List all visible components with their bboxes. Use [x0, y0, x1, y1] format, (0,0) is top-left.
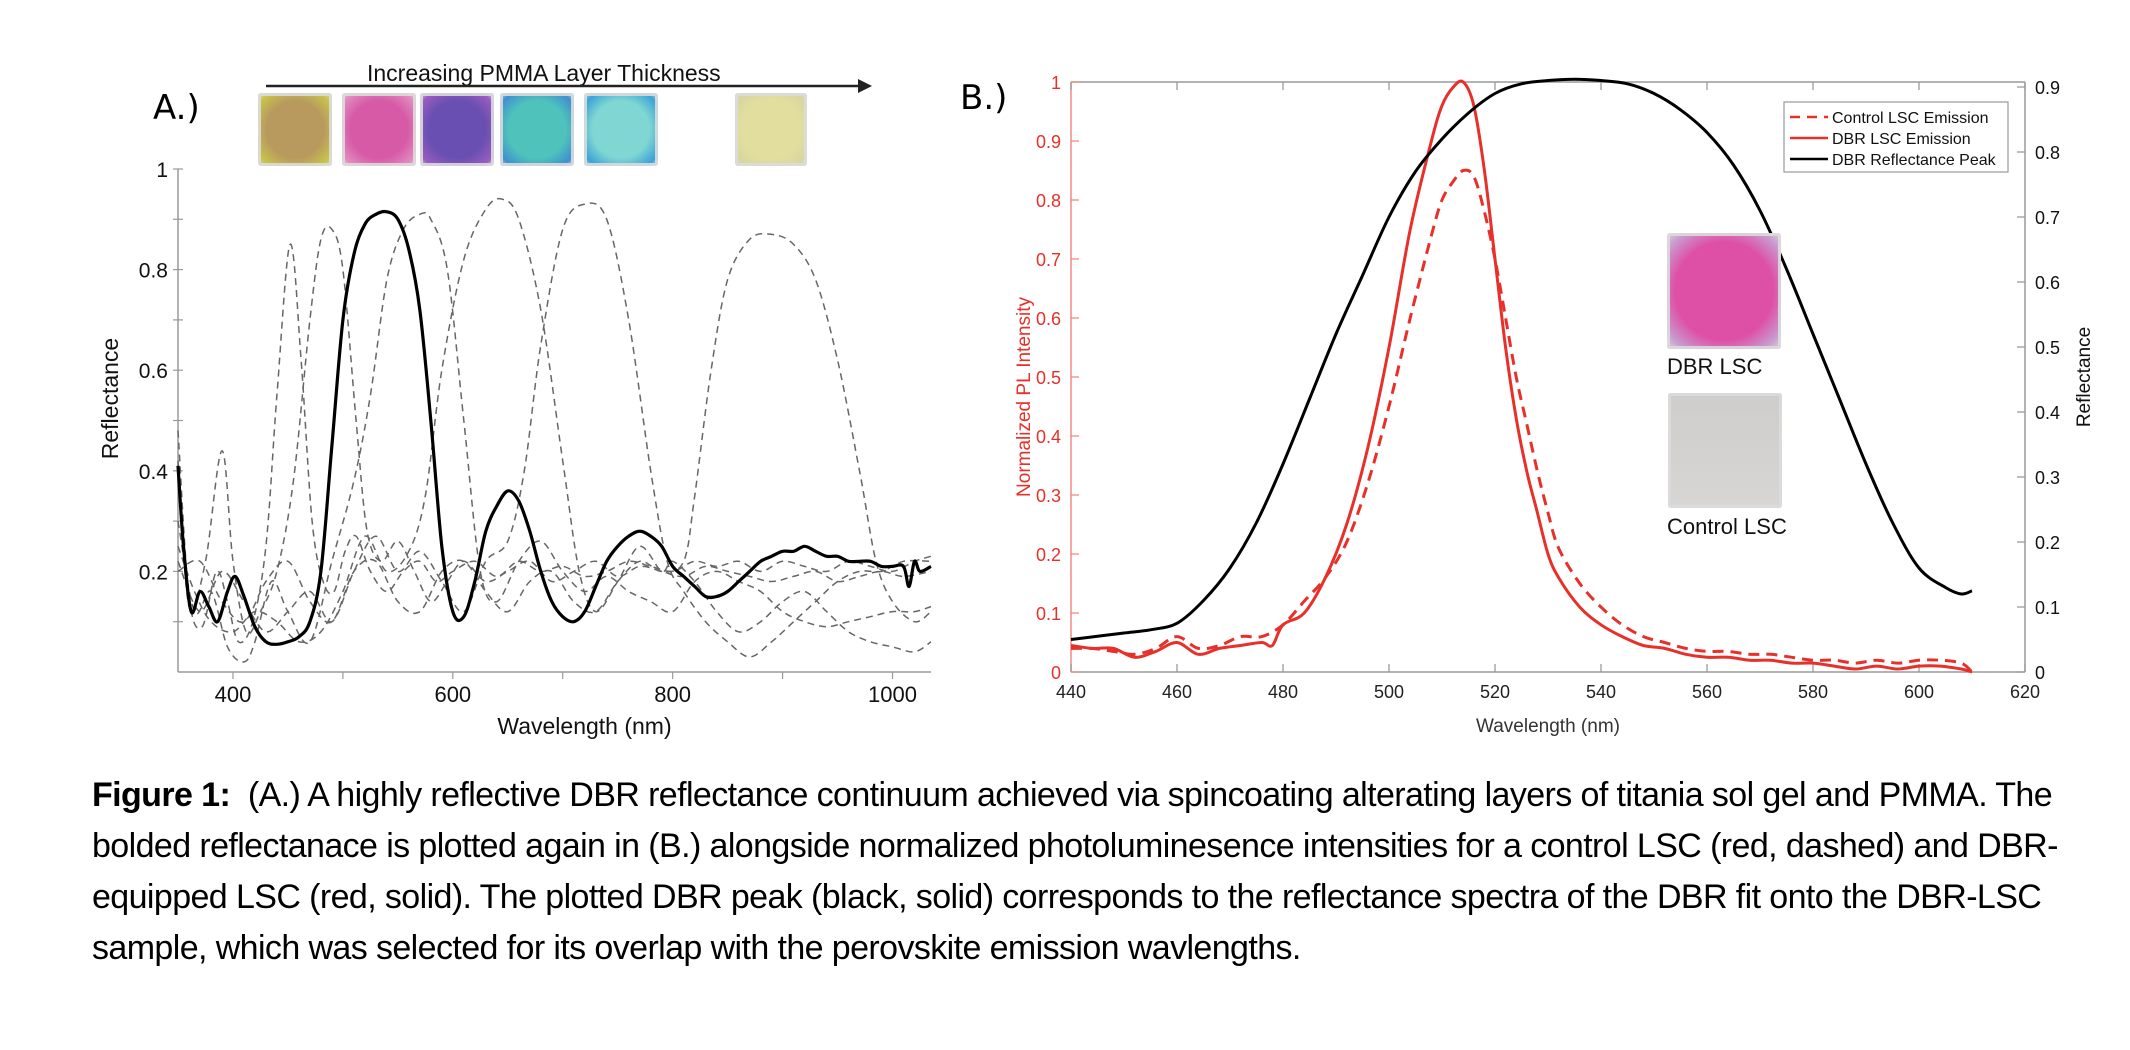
right-y-tick-label: 0 — [2035, 663, 2045, 683]
legend-label: Control LSC Emission — [1832, 110, 1989, 127]
dbr-lsc-label: DBR LSC — [1667, 354, 1763, 379]
series-control-lsc-emission — [1070, 168, 1974, 674]
left-y-axis-label: Normalized PL Intensity — [1014, 297, 1035, 497]
right-y-tick-label: 0.9 — [2035, 78, 2060, 98]
panel-a-label: A.) — [153, 88, 200, 128]
left-y-tick-label: 1 — [1051, 73, 1061, 93]
x-tick-label: 500 — [1374, 682, 1404, 702]
sample-2-photo — [342, 93, 416, 166]
x-tick-label: 1000 — [868, 682, 917, 707]
y-axis-label: Reflectance — [97, 338, 123, 459]
right-y-tick-label: 0.3 — [2035, 468, 2060, 488]
x-tick-label: 560 — [1692, 682, 1722, 702]
series-dbr-lsc-emission — [1070, 79, 1973, 674]
sample-3-photo — [420, 93, 494, 166]
series-thin-3 — [177, 211, 932, 663]
series-thin-1 — [177, 243, 932, 644]
caption-prefix: Figure 1: — [92, 776, 231, 814]
x-tick-label: 600 — [1904, 682, 1934, 702]
left-y-tick-label: 0.1 — [1036, 604, 1061, 624]
left-y-tick-label: 0.5 — [1036, 368, 1061, 388]
y-tick-label: 0.4 — [139, 461, 169, 484]
x-tick-label: 520 — [1480, 682, 1510, 702]
sample-5-photo — [584, 93, 658, 166]
thickness-arrow-label: Increasing PMMA Layer Thickness — [367, 60, 721, 86]
left-y-tick-label: 0.8 — [1036, 191, 1061, 211]
thickness-arrow — [266, 79, 872, 93]
x-axis-label: Wavelength (nm) — [497, 713, 671, 739]
left-y-tick-label: 0.9 — [1036, 132, 1061, 152]
legend-label: DBR Reflectance Peak — [1832, 152, 1997, 169]
x-tick-label: 440 — [1056, 682, 1086, 702]
left-y-tick-label: 0.3 — [1036, 486, 1061, 506]
right-y-tick-label: 0.8 — [2035, 143, 2060, 163]
left-y-tick-label: 0.6 — [1036, 309, 1061, 329]
x-tick-label: 540 — [1586, 682, 1616, 702]
x-tick-label: 460 — [1162, 682, 1192, 702]
legend-label: DBR LSC Emission — [1832, 131, 1971, 148]
left-y-tick-label: 0 — [1051, 663, 1061, 683]
right-y-tick-label: 0.6 — [2035, 273, 2060, 293]
series-thin-4 — [177, 197, 932, 653]
chart-b: 440 460 480 500 520 540 560 580 600 62000.10.20.3… — [1014, 73, 2095, 737]
right-y-axis-label: Reflectance — [2074, 327, 2095, 427]
right-y-tick-label: 0.2 — [2035, 533, 2060, 553]
y-tick-label: 1 — [156, 159, 168, 182]
panel-b-label: B.) — [960, 78, 1008, 118]
right-y-tick-label: 0.1 — [2035, 598, 2060, 618]
y-tick-label: 0.6 — [139, 360, 168, 383]
right-y-tick-label: 0.4 — [2035, 403, 2060, 423]
caption-text: (A.) A highly reflective DBR reflectance… — [92, 776, 2058, 967]
x-axis-label: Wavelength (nm) — [1476, 716, 1620, 737]
x-tick-label: 800 — [654, 682, 691, 707]
left-y-tick-label: 0.2 — [1036, 545, 1061, 565]
y-tick-label: 0.2 — [139, 561, 168, 584]
dbr-lsc-photo — [1667, 233, 1781, 349]
series-thin-2 — [177, 225, 932, 635]
figure-caption: Figure 1: (A.) A highly reflective DBR r… — [92, 770, 2112, 974]
right-y-tick-label: 0.5 — [2035, 338, 2060, 358]
x-tick-label: 620 — [2010, 682, 2040, 702]
legend-box — [1783, 101, 2009, 173]
x-tick-label: 400 — [215, 682, 252, 707]
chart-a: 0.2 0.4 0.6 0.8 1 400 600 800 1000 Wavelength (nm… — [97, 159, 932, 739]
sample-4-photo — [500, 93, 574, 166]
sample-1-photo — [258, 93, 332, 166]
right-y-tick-label: 0.7 — [2035, 208, 2060, 228]
left-y-tick-label: 0.4 — [1036, 427, 1061, 447]
sample-6-photo — [735, 93, 807, 166]
control-lsc-photo — [1668, 393, 1782, 508]
series-thin-5 — [177, 202, 932, 658]
x-tick-label: 480 — [1268, 682, 1298, 702]
control-lsc-label: Control LSC — [1667, 514, 1787, 539]
x-tick-label: 600 — [434, 682, 471, 707]
x-tick-label: 580 — [1798, 682, 1828, 702]
left-y-tick-label: 0.7 — [1036, 250, 1061, 270]
y-tick-label: 0.8 — [139, 260, 168, 283]
series-bold-DBR — [176, 209, 932, 646]
series-dbr-reflectance-peak — [1070, 77, 1973, 641]
